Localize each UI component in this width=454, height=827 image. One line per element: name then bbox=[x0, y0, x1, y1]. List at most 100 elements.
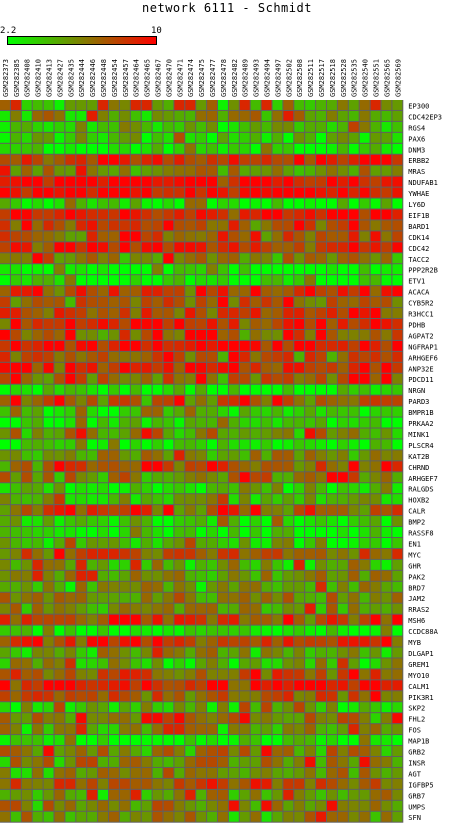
heatmap-cell bbox=[185, 680, 196, 691]
heatmap-cell bbox=[392, 253, 403, 264]
heatmap-cell bbox=[392, 757, 403, 767]
heatmap-cell bbox=[130, 121, 141, 132]
heatmap-cell bbox=[174, 198, 185, 209]
heatmap-cell bbox=[98, 450, 108, 461]
heatmap-cell bbox=[305, 516, 316, 527]
heatmap-cell bbox=[109, 735, 119, 746]
heatmap-cell bbox=[10, 439, 21, 450]
heatmap-cell bbox=[207, 505, 217, 516]
heatmap-cell bbox=[294, 800, 305, 811]
heatmap-cell bbox=[239, 570, 250, 581]
heatmap-cell bbox=[21, 581, 32, 592]
heatmap-cell bbox=[272, 636, 283, 647]
heatmap-cell bbox=[76, 406, 87, 417]
heatmap-cell bbox=[152, 702, 163, 713]
heatmap-cell bbox=[141, 811, 152, 822]
heatmap-cell bbox=[21, 450, 32, 461]
heatmap-cell bbox=[370, 439, 381, 450]
heatmap-cell bbox=[130, 100, 141, 110]
heatmap-cell bbox=[261, 735, 272, 746]
heatmap-cell bbox=[109, 614, 119, 625]
heatmap-cell bbox=[250, 439, 261, 450]
heatmap-cell bbox=[283, 121, 294, 132]
heatmap-cell bbox=[185, 143, 196, 154]
heatmap-cell bbox=[392, 264, 403, 275]
heatmap-cell bbox=[43, 647, 54, 658]
heatmap-cell bbox=[327, 505, 337, 516]
heatmap-cell bbox=[196, 351, 207, 362]
heatmap-cell bbox=[272, 713, 283, 724]
heatmap-cell bbox=[261, 373, 272, 384]
heatmap-cell bbox=[65, 198, 76, 209]
heatmap-cell bbox=[283, 231, 294, 242]
heatmap-cell bbox=[76, 242, 87, 253]
heatmap-cell bbox=[87, 275, 98, 286]
heatmap-cell bbox=[294, 154, 305, 165]
heatmap-cell bbox=[98, 439, 108, 450]
heatmap-cell bbox=[272, 527, 283, 537]
heatmap-cell bbox=[239, 505, 250, 516]
heatmap-cell bbox=[305, 428, 316, 439]
heatmap-cell bbox=[294, 100, 305, 110]
heatmap-cell bbox=[196, 702, 207, 713]
heatmap-cell bbox=[250, 516, 261, 527]
heatmap-cell bbox=[239, 548, 250, 559]
heatmap-cell bbox=[65, 636, 76, 647]
heatmap-cell bbox=[207, 691, 217, 702]
heatmap-cell bbox=[381, 757, 392, 767]
heatmap-cell bbox=[337, 625, 348, 636]
heatmap-cell bbox=[218, 297, 228, 308]
heatmap-cell bbox=[239, 231, 250, 242]
heatmap-cell bbox=[43, 231, 54, 242]
heatmap-cell bbox=[152, 461, 163, 472]
heatmap-cell bbox=[283, 154, 294, 165]
heatmap-cell bbox=[218, 702, 228, 713]
heatmap-cell bbox=[0, 800, 10, 811]
heatmap-cell bbox=[10, 735, 21, 746]
heatmap-cell bbox=[327, 614, 337, 625]
heatmap-cell bbox=[272, 702, 283, 713]
heatmap-cell bbox=[392, 702, 403, 713]
heatmap-cell bbox=[119, 242, 130, 253]
heatmap-cell bbox=[392, 198, 403, 209]
heatmap-cell bbox=[305, 417, 316, 428]
heatmap-cell bbox=[261, 724, 272, 735]
column-label: GSM282448 bbox=[100, 59, 108, 97]
heatmap-cell bbox=[218, 373, 228, 384]
heatmap-cell bbox=[87, 592, 98, 603]
heatmap-cell bbox=[119, 132, 130, 143]
heatmap-cell bbox=[370, 231, 381, 242]
heatmap-cell bbox=[65, 614, 76, 625]
heatmap-cell bbox=[316, 220, 326, 231]
heatmap-cell bbox=[185, 384, 196, 395]
heatmap-cell bbox=[337, 143, 348, 154]
heatmap-cell bbox=[174, 286, 185, 297]
heatmap-cell bbox=[207, 165, 217, 176]
heatmap-cell bbox=[54, 297, 65, 308]
row-label: MYO10 bbox=[408, 672, 429, 680]
heatmap-cell bbox=[196, 198, 207, 209]
heatmap-cell bbox=[305, 647, 316, 658]
heatmap-cell bbox=[0, 757, 10, 767]
heatmap-cell bbox=[185, 121, 196, 132]
heatmap-cell bbox=[392, 329, 403, 340]
heatmap-cell bbox=[359, 395, 370, 406]
heatmap-cell bbox=[218, 757, 228, 767]
heatmap-cell bbox=[21, 275, 32, 286]
heatmap-cell bbox=[119, 625, 130, 636]
heatmap-cell bbox=[119, 253, 130, 264]
heatmap-cell bbox=[130, 154, 141, 165]
heatmap-cell bbox=[130, 746, 141, 756]
heatmap-cell bbox=[207, 362, 217, 373]
heatmap-cell bbox=[305, 746, 316, 756]
heatmap-cell bbox=[250, 527, 261, 537]
heatmap-cell bbox=[196, 647, 207, 658]
heatmap-cell bbox=[152, 811, 163, 822]
heatmap-cell bbox=[54, 373, 65, 384]
row-label: CDC42 bbox=[408, 245, 429, 253]
heatmap-cell bbox=[152, 757, 163, 767]
heatmap-cell bbox=[141, 548, 152, 559]
heatmap-cell bbox=[239, 778, 250, 789]
heatmap-cell bbox=[316, 724, 326, 735]
heatmap-cell bbox=[141, 450, 152, 461]
